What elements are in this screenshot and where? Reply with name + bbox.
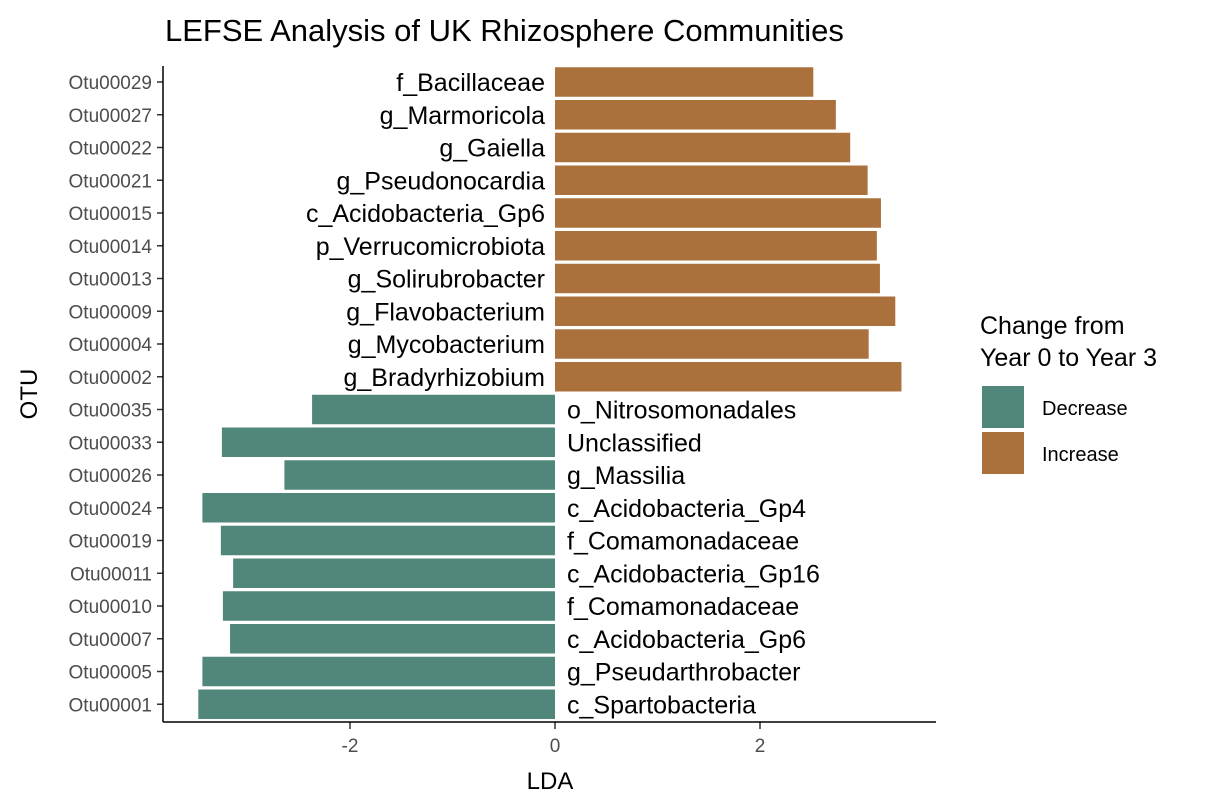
otu-label-otu00022: Otu00022 xyxy=(69,139,152,160)
otu-label-otu00024: Otu00024 xyxy=(69,499,153,520)
taxon-label-otu00024: c_Acidobacteria_Gp4 xyxy=(567,495,806,523)
taxon-label-otu00010: f_Comamonadaceae xyxy=(567,593,799,621)
bar-otu00004 xyxy=(555,329,869,359)
taxon-label-otu00021: g_Pseudonocardia xyxy=(337,167,546,195)
otu-label-otu00014: Otu00014 xyxy=(69,237,153,258)
taxon-label-otu00015: c_Acidobacteria_Gp6 xyxy=(306,200,545,228)
bar-otu00021 xyxy=(555,165,868,195)
taxon-label-otu00004: g_Mycobacterium xyxy=(348,331,545,359)
bar-otu00035 xyxy=(312,394,555,425)
otu-tick-labels: Otu00029 Otu00027 Otu00022 Otu00021 Otu00015… xyxy=(69,73,163,716)
otu-label-otu00019: Otu00019 xyxy=(69,532,152,553)
legend-label-decrease: Decrease xyxy=(1042,398,1128,420)
otu-label-otu00001: Otu00001 xyxy=(69,695,152,716)
taxon-label-otu00013: g_Solirubrobacter xyxy=(348,266,545,294)
otu-label-otu00013: Otu00013 xyxy=(69,270,152,291)
taxon-label-otu00033: Unclassified xyxy=(567,429,702,457)
otu-label-otu00009: Otu00009 xyxy=(69,302,152,323)
taxon-label-otu00014: p_Verrucomicrobiota xyxy=(316,233,545,261)
otu-label-otu00004: Otu00004 xyxy=(69,335,153,356)
bar-otu00019 xyxy=(220,525,555,556)
otu-label-otu00010: Otu00010 xyxy=(69,597,152,618)
taxon-label-otu00007: c_Acidobacteria_Gp6 xyxy=(567,626,806,654)
bar-otu00033 xyxy=(221,427,555,457)
bar-otu00013 xyxy=(555,263,880,294)
legend-label-increase: Increase xyxy=(1042,444,1119,466)
legend-swatch-decrease xyxy=(982,386,1024,428)
x-axis-title: LDA xyxy=(527,768,574,795)
taxon-label-otu00026: g_Massilia xyxy=(567,462,685,490)
bar-otu00024 xyxy=(202,493,555,523)
chart-title: LEFSE Analysis of UK Rhizosphere Communi… xyxy=(165,13,844,48)
otu-label-otu00011: Otu00011 xyxy=(70,564,152,585)
bar-otu00029 xyxy=(555,67,814,97)
taxon-label-otu00002: g_Bradyrhizobium xyxy=(344,364,546,392)
otu-label-otu00026: Otu00026 xyxy=(69,466,152,487)
bar-otu00010 xyxy=(222,591,555,621)
x-axis-ticks: -2 0 2 xyxy=(342,722,766,757)
x-tick-label-0: -2 xyxy=(342,736,359,757)
taxon-label-otu00009: g_Flavobacterium xyxy=(346,298,545,326)
taxon-label-otu00035: o_Nitrosomonadales xyxy=(567,397,796,425)
x-tick-label-2: 2 xyxy=(755,736,766,757)
otu-label-otu00033: Otu00033 xyxy=(69,433,152,454)
taxon-label-otu00027: g_Marmoricola xyxy=(380,102,545,130)
bar-otu00001 xyxy=(198,689,556,719)
otu-label-otu00027: Otu00027 xyxy=(69,106,152,127)
taxon-label-otu00022: g_Gaiella xyxy=(439,135,545,163)
bar-otu00027 xyxy=(555,100,836,130)
legend-swatch-increase xyxy=(982,432,1024,474)
legend-title-line-1: Change from xyxy=(980,312,1125,340)
bar-otu00005 xyxy=(202,656,555,687)
x-tick-label-1: 0 xyxy=(550,736,561,757)
bar-otu00022 xyxy=(555,132,851,163)
taxon-label-otu00011: c_Acidobacteria_Gp16 xyxy=(567,560,820,588)
bar-otu00026 xyxy=(284,460,555,490)
taxon-label-otu00005: g_Pseudarthrobacter xyxy=(567,659,800,687)
bar-otu00009 xyxy=(555,296,896,326)
bar-otu00014 xyxy=(555,231,877,261)
bar-otu00002 xyxy=(555,362,902,392)
otu-label-otu00029: Otu00029 xyxy=(69,73,152,94)
taxon-label-otu00019: f_Comamonadaceae xyxy=(567,528,799,556)
bar-otu00011 xyxy=(233,558,555,588)
otu-label-otu00005: Otu00005 xyxy=(69,663,152,684)
bar-otu00015 xyxy=(555,198,881,228)
legend-title-line-2: Year 0 to Year 3 xyxy=(980,344,1157,372)
otu-label-otu00035: Otu00035 xyxy=(69,401,152,422)
y-axis-title: OTU xyxy=(16,369,43,420)
otu-label-otu00015: Otu00015 xyxy=(69,204,152,225)
legend: Change from Year 0 to Year 3 Decrease In… xyxy=(980,312,1157,474)
taxon-label-otu00029: f_Bacillaceae xyxy=(396,69,545,97)
taxon-label-otu00001: c_Spartobacteria xyxy=(567,691,756,719)
taxon-labels: f_Bacillaceae g_Marmoricola g_Gaiella g_Pse… xyxy=(306,69,820,719)
bars-layer xyxy=(198,67,902,719)
otu-label-otu00002: Otu00002 xyxy=(69,368,152,389)
bar-otu00007 xyxy=(230,624,555,654)
otu-label-otu00021: Otu00021 xyxy=(69,171,152,192)
otu-label-otu00007: Otu00007 xyxy=(69,630,152,651)
